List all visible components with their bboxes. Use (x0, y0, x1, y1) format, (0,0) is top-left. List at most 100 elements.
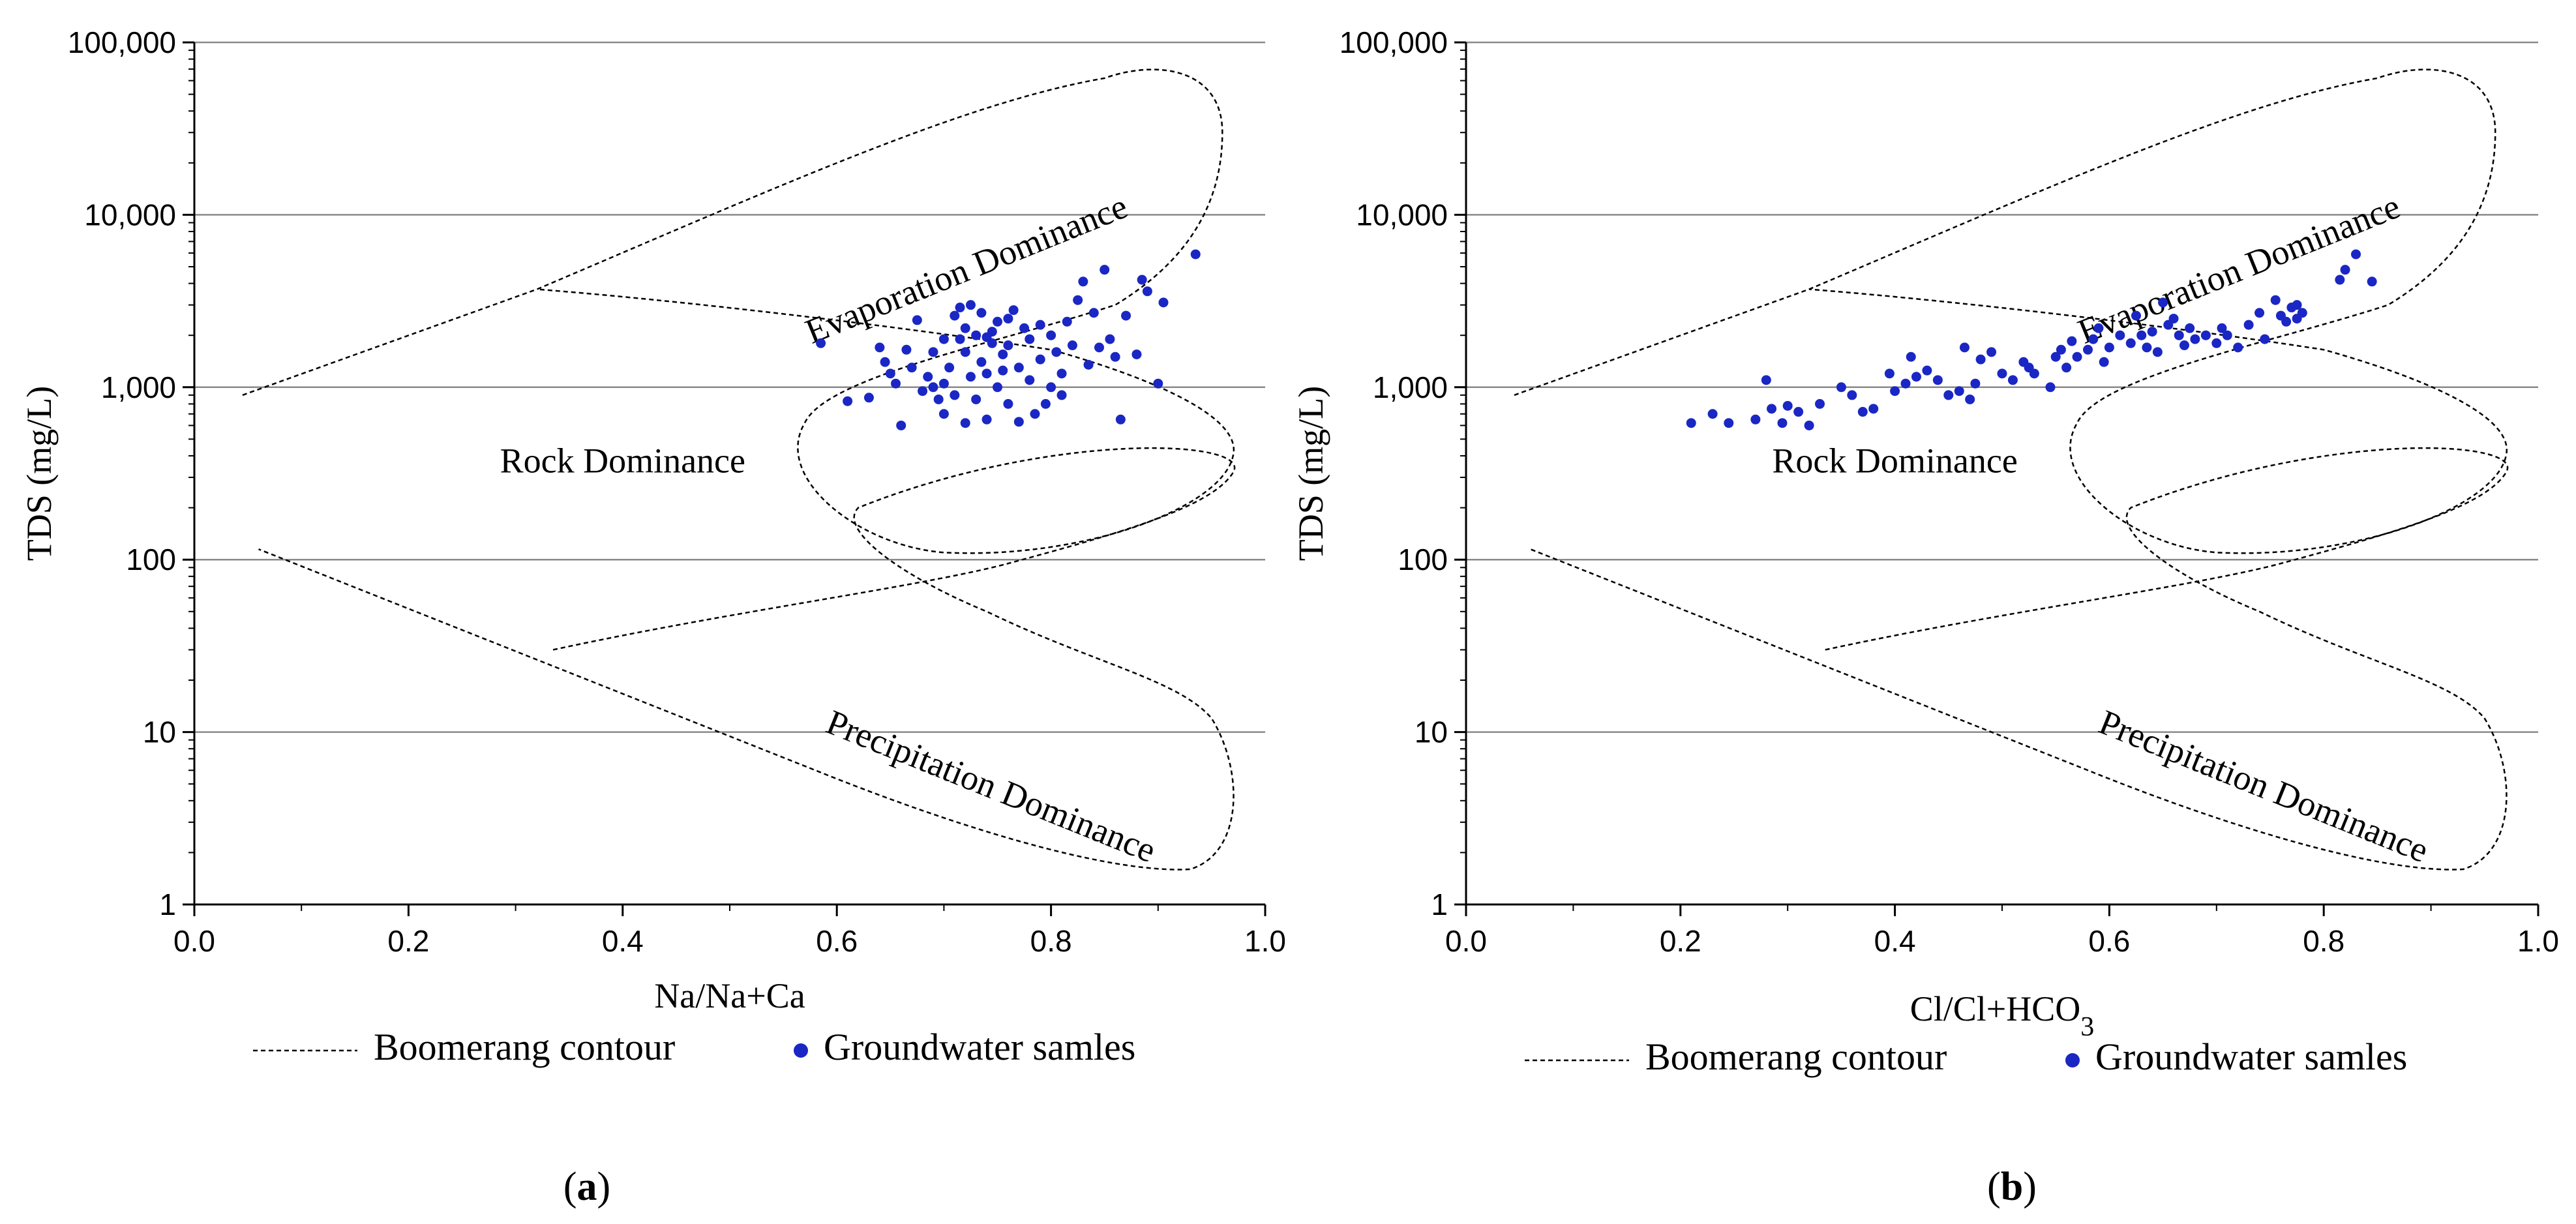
sample-point (981, 368, 992, 379)
sample-point (1035, 320, 1045, 330)
sample-point (1868, 404, 1879, 414)
sample-point (1100, 265, 1110, 275)
sample-point (863, 393, 874, 403)
sample-point (1190, 249, 1201, 260)
sample-point (2190, 334, 2200, 344)
panel-label-letter: b (2001, 1165, 2023, 1209)
sample-point (960, 418, 970, 428)
y-axis-title: TDS (mg/L) (20, 386, 59, 561)
x-axis-title: Na/Na+Ca (654, 976, 805, 1015)
sample-point (1008, 305, 1019, 316)
x-tick-label: 0.4 (602, 924, 644, 958)
legend-samples-swatch (2065, 1053, 2080, 1067)
y-tick-label: 1,000 (1373, 370, 1448, 404)
panel-label: (b) (1987, 1165, 2037, 1209)
sample-point (2136, 330, 2147, 340)
sample-point (944, 363, 955, 373)
sample-point (1073, 295, 1083, 305)
sample-point (2088, 334, 2099, 344)
boomerang-contour-upper (1514, 68, 2508, 554)
sample-point (950, 390, 960, 400)
sample-point (993, 382, 1002, 393)
sample-point (1997, 368, 2007, 379)
sample-point (976, 308, 987, 318)
sample-point (1030, 409, 1040, 419)
sample-point (1793, 407, 1804, 417)
sample-point (1932, 375, 1943, 385)
sample-point (1025, 334, 1035, 344)
sample-point (1158, 297, 1169, 308)
sample-point (1013, 363, 1024, 373)
sample-point (1815, 398, 1825, 409)
sample-point (981, 414, 992, 425)
panel-b: 1 10 100 1,000 10,000 100,000 0.0 0.2 0.4 0.6 0.8 1… (1291, 25, 2559, 1209)
sample-point (906, 363, 917, 373)
sample-point (2093, 323, 2104, 333)
x-tick-label: 0.6 (816, 924, 858, 958)
sample-point (1046, 330, 1056, 340)
sample-point (2217, 323, 2227, 333)
x-tick-label: 0.2 (387, 924, 429, 958)
panel-label-letter: a (577, 1165, 597, 1209)
sample-point (1003, 398, 1013, 409)
sample-point (1986, 347, 1997, 357)
sample-point (1056, 368, 1067, 379)
x-axis-title-subscript: 3 (2080, 1012, 2094, 1042)
x-tick-label: 0.0 (173, 924, 215, 958)
region-label-rock: Rock Dominance (500, 441, 745, 481)
sample-point (816, 338, 826, 348)
x-tick-label: 0.4 (1874, 924, 1916, 958)
sample-point (938, 378, 949, 389)
legend-samples-label: Groundwater samles (2095, 1036, 2407, 1078)
sample-point (976, 357, 987, 367)
y-tick-label: 10 (1415, 715, 1448, 749)
sample-point (2142, 342, 2152, 353)
sample-point (2099, 357, 2109, 367)
sample-point (1142, 286, 1152, 297)
sample-point (2115, 330, 2125, 340)
sample-point (1943, 390, 1954, 400)
sample-point (955, 303, 965, 313)
sample-point (2067, 336, 2077, 346)
sample-point (2270, 295, 2281, 305)
sample-point (1975, 354, 1986, 365)
sample-point (1959, 342, 1969, 353)
sample-point (950, 310, 960, 321)
x-tick-label: 0.8 (1030, 924, 1072, 958)
sample-point (1003, 340, 1013, 351)
sample-point (1137, 275, 1147, 285)
sample-point (1724, 418, 1734, 428)
sample-point (928, 382, 938, 393)
y-tick-label: 100,000 (1340, 25, 1448, 59)
sample-point (2292, 300, 2302, 310)
y-tick-label: 1 (159, 888, 176, 921)
sample-point (1761, 375, 1771, 385)
legend-samples-swatch (794, 1043, 808, 1058)
sample-point (2185, 323, 2195, 333)
legend-contour-label: Boomerang contour (1645, 1036, 1947, 1078)
y-tick-label: 1 (1431, 888, 1448, 921)
sample-point (981, 332, 992, 342)
y-tick-label: 10 (143, 715, 176, 749)
y-axis-title: TDS (mg/L) (1291, 386, 1330, 561)
region-label-evaporation: Evaporation Dominance (2073, 187, 2405, 351)
sample-point (1083, 359, 1094, 370)
sample-point (1906, 351, 1916, 362)
sample-point (1115, 414, 1126, 425)
sample-point (2179, 340, 2189, 351)
sample-point (2104, 342, 2114, 353)
y-tick-label: 100,000 (68, 25, 176, 59)
sample-point (1900, 378, 1911, 389)
sample-point (2125, 338, 2136, 348)
sample-point (960, 323, 970, 333)
sample-point (2254, 308, 2265, 318)
sample-point (1965, 394, 1975, 404)
sample-point (1003, 314, 1013, 324)
sample-point (2292, 314, 2302, 324)
sample-point (2083, 344, 2093, 355)
sample-point (1777, 418, 1788, 428)
panel-label: (a) (563, 1165, 610, 1209)
sample-point (955, 334, 965, 344)
panel-label-close: ) (2023, 1165, 2037, 1209)
sample-point (923, 372, 933, 382)
